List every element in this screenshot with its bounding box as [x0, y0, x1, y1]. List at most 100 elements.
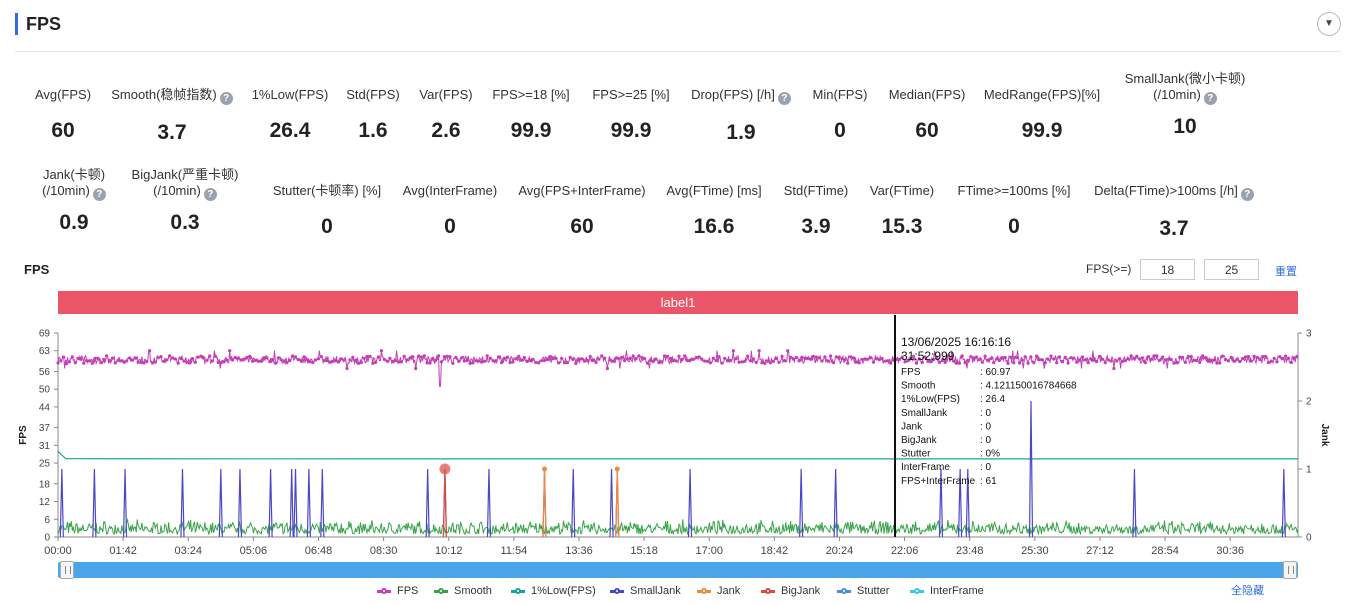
reset-link[interactable]: 重置	[1275, 266, 1297, 278]
spike-smalljank	[799, 468, 804, 538]
help-icon[interactable]: ?	[1240, 188, 1254, 201]
spike-smalljank	[1281, 468, 1286, 538]
fps-point	[631, 354, 635, 358]
zoom-slider-track[interactable]	[58, 562, 1298, 578]
spike-smalljank	[486, 468, 492, 538]
legend-item-smooth[interactable]: Smooth	[434, 583, 492, 599]
metric-label: Min(FPS)	[750, 87, 930, 103]
fps-point	[182, 359, 186, 363]
metric-ftime-100ms: FTime>=100ms [%] 0	[924, 183, 1104, 239]
chart-title: FPS	[24, 262, 50, 277]
fps-point	[1212, 358, 1216, 362]
fps-point	[442, 355, 446, 359]
fps-point	[176, 361, 180, 365]
fps-point	[831, 361, 836, 365]
help-icon[interactable]: ?	[1203, 92, 1217, 105]
legend-label: InterFrame	[930, 585, 984, 597]
zoom-slider-left-handle[interactable]	[60, 561, 74, 579]
metric-label: Median(FPS)	[837, 87, 1017, 103]
fps-point	[1023, 355, 1027, 359]
fps-point	[170, 356, 175, 360]
x-tick-label: 20:24	[826, 545, 854, 557]
fps-point	[989, 356, 993, 361]
help-icon[interactable]: ?	[203, 188, 217, 201]
metric-value: 15.3	[881, 215, 923, 238]
fps-point	[1052, 357, 1056, 361]
fps-point	[1261, 354, 1265, 359]
fps-point	[617, 357, 621, 361]
chevron-down-icon[interactable]: ▼	[1317, 12, 1341, 36]
tooltip-row-value: : 0%	[980, 449, 1000, 460]
x-tick-label: 30:36	[1216, 545, 1244, 557]
fps-point	[1003, 355, 1007, 360]
fps-point	[1195, 358, 1199, 363]
legend-item-jank[interactable]: Jank	[697, 583, 740, 599]
metric-label-text: Std(FPS)	[346, 87, 400, 102]
spike-jank	[615, 468, 620, 538]
fps-point	[208, 354, 212, 358]
fps-point	[937, 360, 942, 364]
help-icon[interactable]: ?	[777, 92, 791, 105]
x-tick-label: 22:06	[891, 545, 919, 557]
metric-value: 99.9	[510, 119, 552, 142]
fps-point	[365, 354, 369, 359]
fps-threshold-label: FPS(>=)	[1086, 262, 1132, 276]
fps-point	[1238, 359, 1242, 364]
y-left-tick-label: 0	[44, 533, 50, 544]
legend-item-stutter[interactable]: Stutter	[837, 583, 889, 599]
fps-point	[534, 361, 538, 365]
spike-smalljank	[958, 468, 963, 538]
legend-item-bigjank[interactable]: BigJank	[761, 583, 820, 599]
metric-label-text: SmallJank(微小卡顿)	[1124, 71, 1246, 86]
fps-point	[202, 356, 206, 360]
zoom-slider-right-handle[interactable]	[1283, 561, 1297, 579]
fps-point	[1189, 355, 1193, 359]
fps-threshold-input-1[interactable]	[1140, 259, 1195, 280]
fps-point	[1089, 357, 1093, 361]
fps-point	[866, 357, 870, 361]
help-icon[interactable]: ?	[92, 188, 106, 201]
tooltip-row-value: : 60.97	[980, 367, 1011, 378]
fps-point	[474, 359, 478, 363]
fps-point	[1278, 355, 1282, 359]
fps-point	[253, 358, 257, 362]
fps-point	[162, 359, 166, 363]
label-bar[interactable]: label1	[58, 291, 1298, 314]
fps-point	[708, 361, 713, 365]
legend-item-fps[interactable]: FPS	[377, 583, 418, 599]
fps-point	[1215, 361, 1219, 365]
fps-point	[920, 360, 924, 365]
metric-1-low-fps: 1%Low(FPS) 26.4	[200, 87, 380, 143]
fps-point	[113, 361, 117, 365]
metric-value: 0	[444, 215, 456, 238]
metric-label: 1%Low(FPS)	[200, 87, 380, 103]
fps-point	[110, 356, 114, 360]
fps-point	[262, 356, 266, 360]
legend-label: Smooth	[454, 585, 492, 597]
fps-point	[665, 354, 670, 358]
y-left-tick-label: 6	[44, 515, 50, 526]
fps-point	[600, 354, 604, 358]
fps-point	[706, 359, 710, 363]
fps-threshold-input-2[interactable]	[1204, 259, 1259, 280]
fps-point	[362, 356, 366, 360]
fps-point	[205, 358, 209, 362]
fps-point	[703, 359, 707, 363]
legend-label: SmallJank	[630, 585, 681, 597]
fps-point	[668, 356, 673, 361]
fps-point	[929, 360, 933, 364]
legend-item-interframe[interactable]: InterFrame	[910, 583, 984, 599]
help-icon[interactable]: ?	[219, 92, 233, 105]
fps-point	[1069, 356, 1073, 360]
y-left-tick-label: 50	[39, 385, 51, 396]
fps-point	[949, 357, 953, 361]
fps-point	[871, 360, 876, 364]
fps-point	[159, 355, 163, 359]
legend-item-1-low-fps[interactable]: 1%Low(FPS)	[511, 583, 596, 599]
hide-all-link[interactable]: 全隐藏	[1231, 585, 1264, 597]
metric-value: 60	[915, 119, 939, 142]
metric-value: 99.9	[610, 119, 652, 142]
legend-item-smalljank[interactable]: SmallJank	[610, 583, 681, 599]
legend-label: Jank	[717, 585, 741, 597]
